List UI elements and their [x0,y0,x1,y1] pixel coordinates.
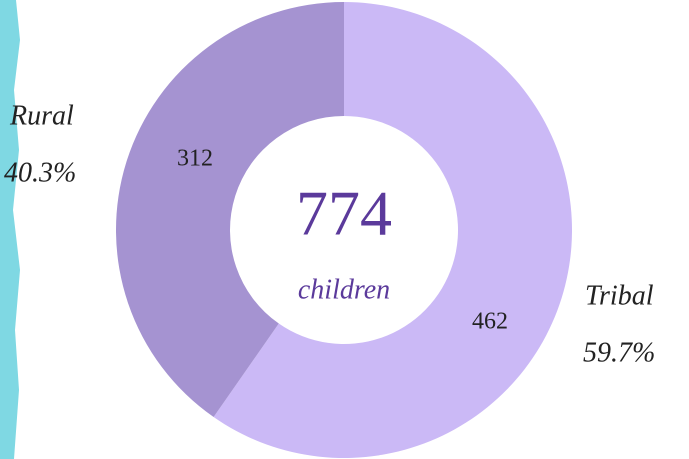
percent-label: 40.3% [4,157,76,188]
percent-label: 59.7% [583,337,655,368]
center-value: 774 [296,178,392,249]
chart: 774 children Tribal 59.7% Rural 40.3% 46… [0,0,689,459]
value-label: 312 [177,146,213,172]
value-label: 462 [472,309,508,335]
category-label: Rural [9,100,74,131]
decorative-stripe [0,0,20,459]
center-label: children [298,274,390,305]
category-label: Tribal [585,280,654,311]
